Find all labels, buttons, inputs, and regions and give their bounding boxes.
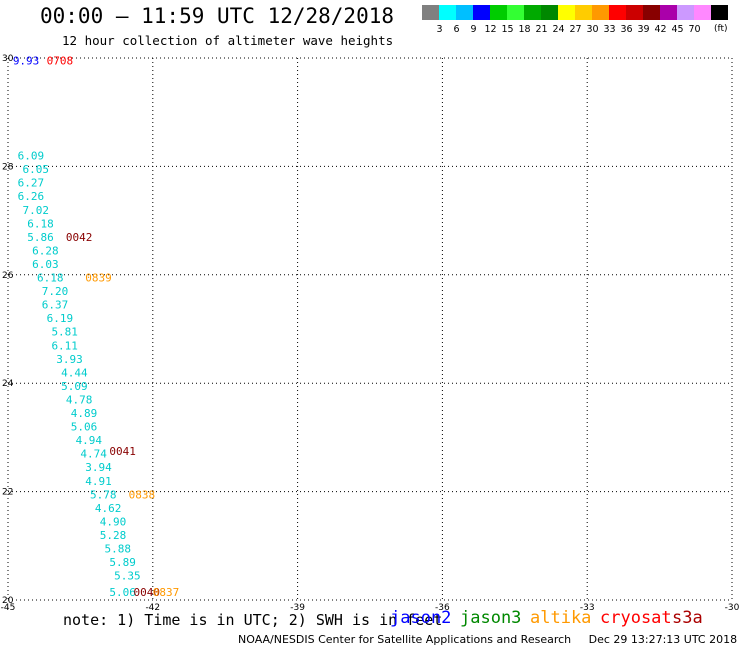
data-label: 6.18 <box>37 272 64 285</box>
x-tick-label: -42 <box>145 603 160 613</box>
legend-swatch <box>541 5 558 20</box>
legend-swatch <box>643 5 660 20</box>
satellite-label-altika: altika <box>530 608 592 628</box>
data-label: 6.18 <box>27 217 54 230</box>
footer-note: note: 1) Time is in UTC; 2) SWH is in fe… <box>63 611 443 629</box>
legend-swatch <box>439 5 456 20</box>
y-tick-label: 30 <box>2 54 14 64</box>
legend-swatch <box>507 5 524 20</box>
data-label: 6.28 <box>32 244 59 257</box>
data-label: 4.44 <box>61 366 88 379</box>
data-label: 6.11 <box>51 339 78 352</box>
data-label: 5.86 <box>27 231 54 244</box>
y-tick-label: 26 <box>2 271 14 281</box>
legend-label: 9 <box>470 24 477 35</box>
legend-swatch <box>490 5 507 20</box>
data-label: 5.81 <box>51 326 78 339</box>
legend-label: 12 <box>484 24 497 35</box>
x-tick-label: -45 <box>1 603 16 613</box>
y-tick-label: 22 <box>2 488 13 498</box>
satellite-label-s3a: s3a <box>672 608 703 628</box>
footer-credit: NOAA/NESDIS Center for Satellite Applica… <box>238 633 738 646</box>
data-label: 0041 <box>109 445 136 458</box>
data-label: 0708 <box>47 55 74 68</box>
x-tick-label: -36 <box>435 603 450 613</box>
legend-label: 30 <box>586 24 599 35</box>
chart-subtitle: 12 hour collection of altimeter wave hei… <box>62 33 394 48</box>
legend-swatch <box>592 5 609 20</box>
legend-swatch <box>660 5 677 20</box>
legend-swatch <box>575 5 592 20</box>
x-tick-label: -33 <box>580 603 595 613</box>
legend-swatch <box>694 5 711 20</box>
data-label: 4.91 <box>85 475 112 488</box>
data-label: 5.89 <box>109 556 136 569</box>
data-label: 6.19 <box>47 312 74 325</box>
data-label: 6.09 <box>18 150 45 163</box>
data-label: 6.26 <box>18 190 45 203</box>
satellite-label-jason3: jason3 <box>460 608 522 628</box>
data-label: 4.90 <box>100 515 127 528</box>
legend-swatch <box>711 5 728 20</box>
data-label: 6.27 <box>18 177 45 190</box>
data-label: 5.09 <box>61 380 88 393</box>
data-label: 6.05 <box>22 163 49 176</box>
data-label: 5.28 <box>100 529 127 542</box>
legend-swatch <box>473 5 490 20</box>
y-tick-label: 24 <box>2 379 14 389</box>
legend-label: 42 <box>654 24 667 35</box>
data-label: 4.62 <box>95 502 122 515</box>
legend-label: 45 <box>671 24 684 35</box>
legend-swatch <box>456 5 473 20</box>
legend-swatch <box>609 5 626 20</box>
data-label: 4.94 <box>76 434 103 447</box>
data-label: 7.20 <box>42 285 69 298</box>
y-tick-label: 28 <box>2 162 14 172</box>
data-label: 5.88 <box>105 543 131 556</box>
data-label: 0042 <box>66 231 93 244</box>
data-label: 5.06 <box>71 421 98 434</box>
data-label: 5.78 <box>90 488 117 501</box>
legend-label: 70 <box>688 24 701 35</box>
legend-swatch <box>677 5 694 20</box>
data-label: 4.89 <box>71 407 98 420</box>
legend-unit: (ft) <box>714 24 728 34</box>
legend-label: 36 <box>620 24 633 35</box>
data-label: 6.37 <box>42 299 69 312</box>
legend-swatch <box>422 5 439 20</box>
legend-label: 39 <box>637 24 650 35</box>
legend-label: 33 <box>603 24 616 35</box>
legend-label: 18 <box>518 24 531 35</box>
legend-label: 15 <box>501 24 514 35</box>
legend-swatch <box>626 5 643 20</box>
data-label: 3.93 <box>56 353 82 366</box>
data-label: 4.74 <box>80 448 107 461</box>
satellite-label-jason2: jason2 <box>390 608 452 628</box>
y-tick-label: 20 <box>2 596 14 606</box>
data-label: 5.06 <box>109 586 136 599</box>
legend-swatch <box>558 5 575 20</box>
legend-swatch <box>524 5 541 20</box>
data-label: 6.03 <box>32 258 59 271</box>
chart-title: 00:00 – 11:59 UTC 12/28/2018 <box>40 4 395 28</box>
satellite-label-cryosat: cryosat <box>600 608 672 628</box>
data-label: 7.02 <box>22 204 49 217</box>
legend-label: 27 <box>569 24 582 35</box>
x-tick-label: -39 <box>290 603 305 613</box>
data-label: 3.94 <box>85 461 112 474</box>
x-tick-label: -30 <box>725 603 740 613</box>
data-label: 0040 <box>133 586 160 599</box>
data-label: 0839 <box>85 272 112 285</box>
data-label: 4.78 <box>66 393 93 406</box>
legend-label: 3 <box>436 24 443 35</box>
legend-label: 21 <box>535 24 548 35</box>
legend-label: 24 <box>552 24 565 35</box>
data-label: 9.93 <box>13 55 40 68</box>
data-label: 5.35 <box>114 570 141 583</box>
data-label: 0838 <box>129 488 156 501</box>
data-label: 0837 <box>153 586 180 599</box>
legend-label: 6 <box>453 24 460 35</box>
